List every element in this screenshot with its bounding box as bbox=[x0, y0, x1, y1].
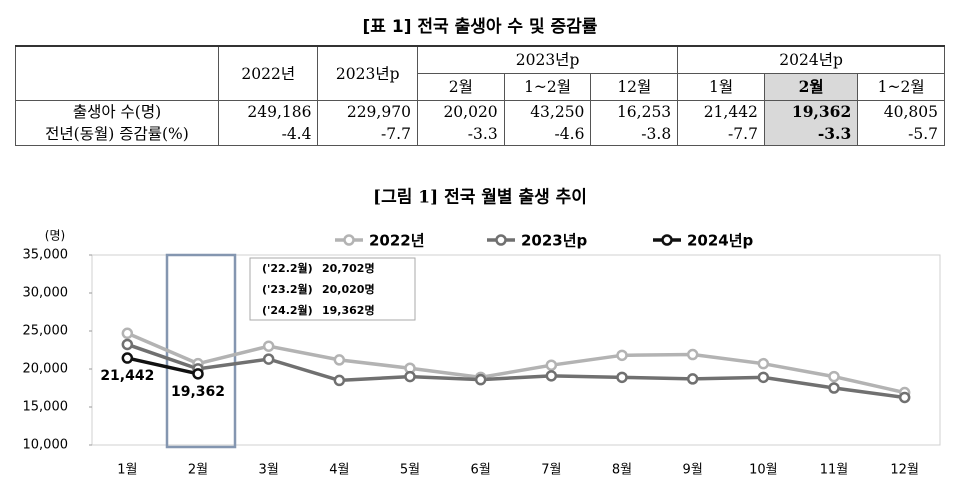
annotation-box bbox=[249, 257, 416, 321]
cell: -4.4 bbox=[217, 123, 319, 146]
point bbox=[545, 359, 558, 371]
cell: -4.6 bbox=[503, 123, 592, 146]
cell: -7.7 bbox=[677, 123, 765, 146]
y-tick-label: 35,000 bbox=[23, 248, 69, 263]
point bbox=[333, 374, 346, 387]
x-tick-label: 1월 bbox=[117, 463, 137, 478]
col-header: 12월 bbox=[590, 73, 679, 101]
table-title: [표 1] 전국 출생아 수 및 증감률 bbox=[362, 17, 598, 37]
point bbox=[404, 370, 416, 383]
cell: -7.7 bbox=[317, 123, 418, 146]
y-axis-label: (명) bbox=[45, 229, 65, 243]
point bbox=[545, 370, 558, 382]
cell: 전년(동월) 증감률(%) bbox=[15, 123, 219, 146]
col-header: 2023년p bbox=[416, 45, 679, 74]
series-line bbox=[126, 331, 906, 395]
legend-label: 2023년p bbox=[521, 232, 588, 250]
col-header: 1월 bbox=[677, 73, 765, 101]
y-tick-label: 30,000 bbox=[23, 286, 69, 301]
point bbox=[616, 371, 628, 384]
col-header: 2월 bbox=[763, 73, 859, 101]
y-tick-label: 10,000 bbox=[23, 438, 69, 453]
point bbox=[474, 373, 487, 386]
annotation-period: ('23.2월) bbox=[262, 282, 313, 296]
point bbox=[828, 382, 840, 394]
x-tick-label: 4월 bbox=[329, 463, 349, 478]
x-tick-label: 9월 bbox=[683, 463, 703, 478]
point bbox=[192, 368, 204, 380]
data-label: 19,362 bbox=[171, 384, 225, 400]
col-header: 1~2월 bbox=[857, 73, 945, 101]
cell: -3.8 bbox=[590, 123, 679, 146]
data-label: 21,442 bbox=[100, 368, 154, 384]
col-header: 2월 bbox=[416, 73, 505, 101]
point bbox=[757, 371, 770, 384]
x-tick-label: 2월 bbox=[188, 463, 208, 478]
legend-marker bbox=[661, 234, 673, 246]
highlight-box bbox=[165, 253, 237, 449]
series-line bbox=[126, 356, 199, 376]
point bbox=[828, 370, 840, 383]
x-tick-label: 8월 bbox=[612, 463, 632, 478]
x-tick-label: 5월 bbox=[400, 463, 420, 478]
point bbox=[333, 354, 346, 366]
legend-marker bbox=[495, 234, 507, 246]
annotation-period: ('22.2월) bbox=[262, 261, 313, 275]
point bbox=[757, 357, 770, 370]
point bbox=[262, 353, 275, 365]
point bbox=[121, 338, 134, 351]
x-tick-label: 10월 bbox=[749, 463, 778, 478]
x-tick-label: 6월 bbox=[471, 463, 491, 478]
legend-label: 2022년 bbox=[369, 232, 425, 250]
x-tick-label: 12월 bbox=[890, 463, 919, 478]
y-tick-label: 25,000 bbox=[23, 324, 69, 339]
annotation-value: 20,020명 bbox=[322, 282, 375, 296]
legend-marker bbox=[343, 234, 355, 246]
y-tick-label: 15,000 bbox=[23, 400, 69, 415]
chart: [그림 1] 전국 월별 출생 추이 (명) 10,000 15,000 20,00… bbox=[23, 188, 941, 478]
cell: 249,186 bbox=[217, 100, 319, 123]
stats-table: 2022년 2023년p 2023년p 2024년p 2월 1~2월 12월 1… bbox=[15, 45, 945, 146]
cell: 출생아 수(명) bbox=[15, 100, 219, 123]
point bbox=[262, 340, 275, 352]
point bbox=[898, 391, 911, 404]
y-tick-label: 20,000 bbox=[23, 362, 69, 377]
cell: -3.3 bbox=[416, 123, 505, 146]
cell: 16,253 bbox=[590, 100, 679, 123]
point bbox=[121, 327, 134, 340]
cell: 19,362 bbox=[763, 100, 859, 123]
series-line bbox=[126, 342, 905, 400]
plot-frame bbox=[91, 254, 941, 446]
legend-label: 2024년p bbox=[687, 232, 754, 250]
x-tick-label: 3월 bbox=[259, 463, 279, 478]
col-header: 2022년 bbox=[217, 45, 319, 101]
cell: -3.3 bbox=[763, 123, 859, 146]
point bbox=[121, 352, 134, 364]
cell: 40,805 bbox=[857, 100, 945, 123]
cell: 20,020 bbox=[416, 100, 505, 123]
point bbox=[686, 373, 699, 385]
annotation-period: ('24.2월) bbox=[262, 303, 313, 317]
x-tick-label: 11월 bbox=[820, 463, 849, 478]
annotation-value: 20,702명 bbox=[322, 261, 375, 275]
cell: 21,442 bbox=[677, 100, 765, 123]
cell: 229,970 bbox=[317, 100, 418, 123]
cell: 43,250 bbox=[503, 100, 592, 123]
col-header: 1~2월 bbox=[503, 73, 592, 101]
col-header: 2024년p bbox=[677, 45, 945, 74]
annotation-value: 19,362명 bbox=[322, 303, 375, 317]
chart-title: [그림 1] 전국 월별 출생 추이 bbox=[373, 188, 587, 208]
point bbox=[616, 349, 628, 362]
point bbox=[686, 348, 699, 361]
cell: -5.7 bbox=[857, 123, 945, 146]
col-header: 2023년p bbox=[317, 45, 418, 101]
x-tick-label: 7월 bbox=[541, 463, 561, 478]
